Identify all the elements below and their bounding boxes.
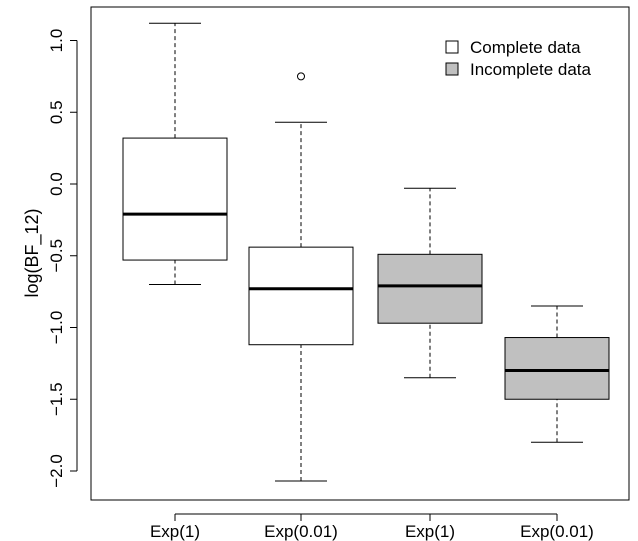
y-axis: 1.0 0.5 0.0 −0.5 −1.0 −1.5 −2.0 [47, 29, 78, 488]
box-iqr [122, 137, 228, 261]
legend-swatch [445, 62, 459, 76]
y-tick-label: −2.0 [47, 454, 66, 488]
box-3 [377, 187, 483, 379]
box-1 [122, 22, 228, 285]
legend: Complete data Incomplete data [445, 38, 592, 79]
box-group [122, 22, 610, 482]
y-tick-label: −1.5 [47, 382, 66, 416]
y-axis-label: log(BF_12) [22, 208, 43, 297]
y-tick-label: 1.0 [47, 29, 66, 53]
legend-label: Complete data [470, 38, 581, 57]
y-tick-label: −1.0 [47, 311, 66, 345]
x-tick-label: Exp(1) [405, 522, 455, 541]
outlier-point [297, 72, 305, 81]
legend-label: Incomplete data [470, 60, 592, 79]
box-iqr [377, 253, 483, 324]
y-tick-label: 0.0 [47, 172, 66, 196]
x-axis: Exp(1) Exp(0.01) Exp(1) Exp(0.01) [150, 513, 594, 541]
x-tick-label: Exp(1) [150, 522, 200, 541]
y-tick-label: 0.5 [47, 100, 66, 124]
x-tick-label: Exp(0.01) [264, 522, 338, 541]
box-2 [248, 72, 354, 482]
box-iqr [248, 246, 354, 346]
box-iqr [504, 337, 610, 400]
legend-swatch [445, 40, 459, 54]
box-4 [504, 305, 610, 443]
y-tick-label: −0.5 [47, 239, 66, 273]
plot-frame [90, 6, 630, 501]
x-tick-label: Exp(0.01) [520, 522, 594, 541]
